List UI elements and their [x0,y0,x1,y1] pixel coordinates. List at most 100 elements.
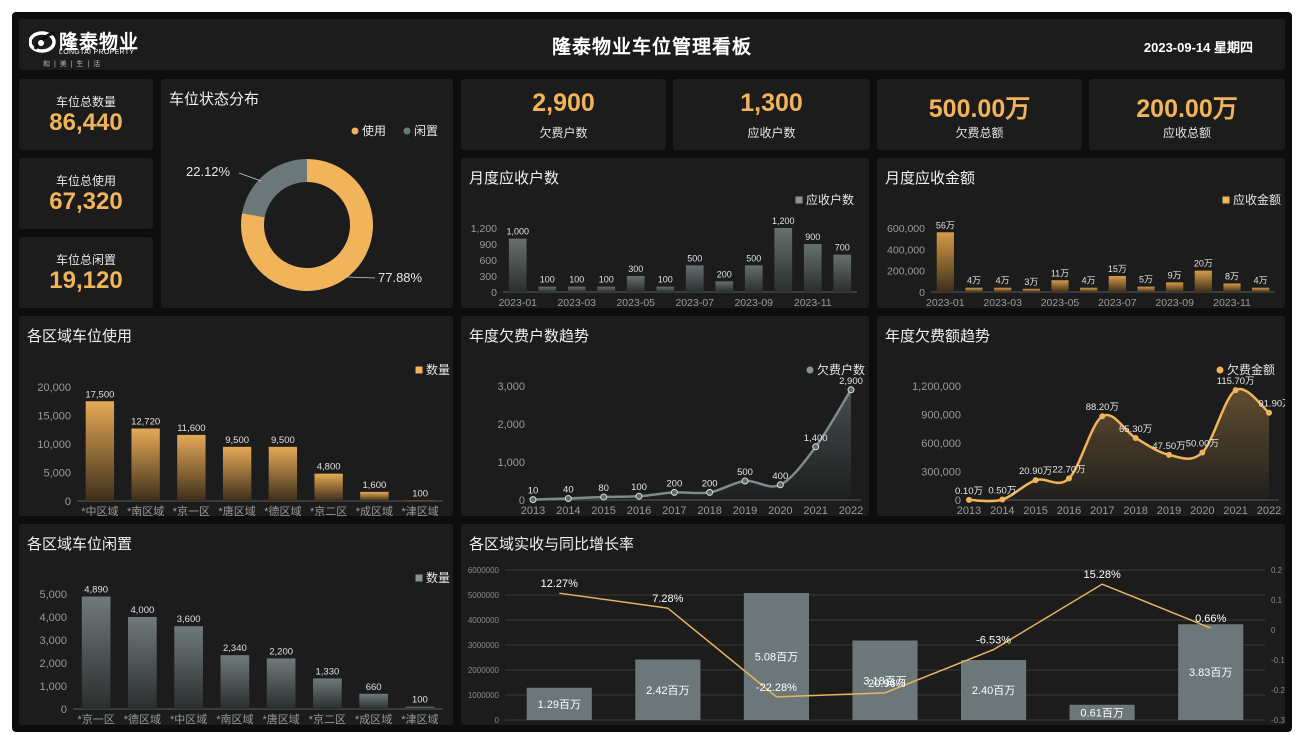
data-point [600,493,608,501]
bar [685,265,704,292]
data-point [741,477,749,485]
bar [1080,287,1098,292]
yearly-count-chart: 0 1,000 2,000 3,000 10 2013 40 2014 80 2015 100 201… [497,362,865,516]
x-tick-label: *津区域 [401,713,438,725]
bar-value-label: 0.61百万 [1080,707,1123,719]
y-tick-label: 0 [919,287,925,299]
legend-marker [415,366,423,374]
x-tick-label: 2021 [803,505,827,516]
bar-value-label: 4万 [967,276,981,286]
x-tick-label: 2023-05 [1041,297,1080,308]
bar [538,286,557,292]
point-value-label: 500 [737,467,753,478]
panel-title: 各区域车位使用 [27,328,133,345]
bar-value-label: 56万 [936,220,955,230]
x-tick-label: 2018 [1123,505,1147,516]
x-tick-label: 2014 [556,505,580,516]
bar-value-label: 4万 [996,276,1010,286]
bar-value-label: 100 [540,275,555,285]
x-tick-label: *中区域 [81,505,118,516]
yearly-arrears-amount-panel: 年度欠费额趋势 0 300,000 600,000 900,000 1,200,000 0… [877,316,1285,516]
data-point [1066,475,1072,482]
data-point [1032,477,1039,484]
bar [526,687,592,720]
y-tick-label: 0 [61,704,67,716]
x-tick-label: *京二区 [309,712,346,725]
stat-value: 86,440 [49,109,123,136]
x-tick-label: *中区域 [763,724,790,725]
label-leader [346,276,376,279]
bar-value-label: 4,890 [84,585,108,596]
x-tick-label: 2023-05 [616,297,655,308]
data-point [1266,409,1272,416]
bar [405,706,435,709]
x-tick-label: 2019 [1157,505,1181,516]
bar [774,228,793,292]
area-fill [969,388,1269,502]
x-tick-label: 2023-11 [794,297,832,308]
data-point [776,481,784,489]
legend-label: 使用 [362,123,386,138]
bar-value-label: 11,600 [177,423,205,434]
y-tick-label: 600 [479,255,497,267]
kpi-card-arrears-households: 2,900 欠费户数 [461,79,666,150]
x-tick-label: *京一区 [871,724,898,725]
y-tick-label: 1,000 [39,681,67,693]
growth-value-label: 0.66% [1195,613,1226,625]
y-tick-label: 1,200 [471,223,497,235]
series-line [532,389,853,501]
x-tick-label: *唐区域 [654,724,681,725]
bar [1022,288,1040,292]
bar [803,244,822,292]
region-usage-panel: 各区域车位使用 0 5,000 10,000 15,000 20,000 17,500 *中… [19,316,453,516]
bar-value-label: 100 [412,695,428,706]
legend-marker [806,366,814,374]
point-value-label: 115.70万 [1217,376,1255,387]
y2-tick-label: -0.2 [1271,686,1285,695]
legend-marker [1222,196,1230,204]
bar-value-label: 100 [658,275,673,285]
logo-english-name: LONGTAI PROPERTY [59,49,135,56]
bar-value-label: 900 [805,232,820,242]
data-point [564,494,572,502]
x-tick-label: *德区域 [980,724,1007,725]
monthly-receivable-amount-panel: 月度应收金额 0 200,000 400,000 600,000 56万 2023-01 4… [877,158,1285,308]
logo-motto: 和 | 美 | 生 | 活 [43,61,102,68]
bar [936,232,954,292]
bar-value-label: 1,600 [362,480,386,491]
x-tick-label: 2023-11 [1213,297,1251,308]
panel-title: 年度欠费额趋势 [885,328,991,345]
bar [220,655,250,709]
kpi-label: 欠费户数 [539,126,588,140]
point-value-label: 20.90万 [1019,466,1052,477]
bar-value-label: 2,200 [269,646,293,657]
header-bar: 隆泰物业 LONGTAI PROPERTY 和 | 美 | 生 | 活 隆泰物业… [19,19,1285,70]
point-value-label: 100 [631,482,647,493]
bar [743,593,809,720]
y-tick-label: 4000000 [468,616,500,625]
kpi-card-receivable-households: 1,300 应收户数 [673,79,870,150]
bar-value-label: 4万 [1082,276,1096,286]
bar-value-label: 3.18百万 [863,675,906,687]
bar [266,658,296,709]
bar [314,473,343,501]
x-tick-label: 2019 [733,505,757,516]
y-tick-label: 20,000 [37,382,71,394]
x-tick-label: 2013 [957,505,981,516]
y-tick-label: 900 [479,239,497,251]
x-tick-label: 2023-07 [1098,297,1137,308]
panel-title: 月度应收户数 [469,170,560,187]
bar [656,286,675,292]
growth-value-label: 7.28% [652,593,683,605]
panel-title: 各区域实收与同比增长率 [469,536,635,553]
x-tick-label: 2023-09 [734,297,773,308]
kpi-label: 应收户数 [747,126,796,140]
y-tick-label: 10,000 [37,439,71,451]
kpi-value: 200.00万 [1136,95,1238,123]
x-tick-label: *津区域 [401,505,438,516]
y-tick-label: 200,000 [887,266,925,278]
slice-percent-label: 22.12% [186,164,231,179]
bar-value-label: 12,720 [131,416,160,427]
x-tick-label: 2016 [627,505,651,516]
stat-label: 车位总闲置 [55,253,116,267]
